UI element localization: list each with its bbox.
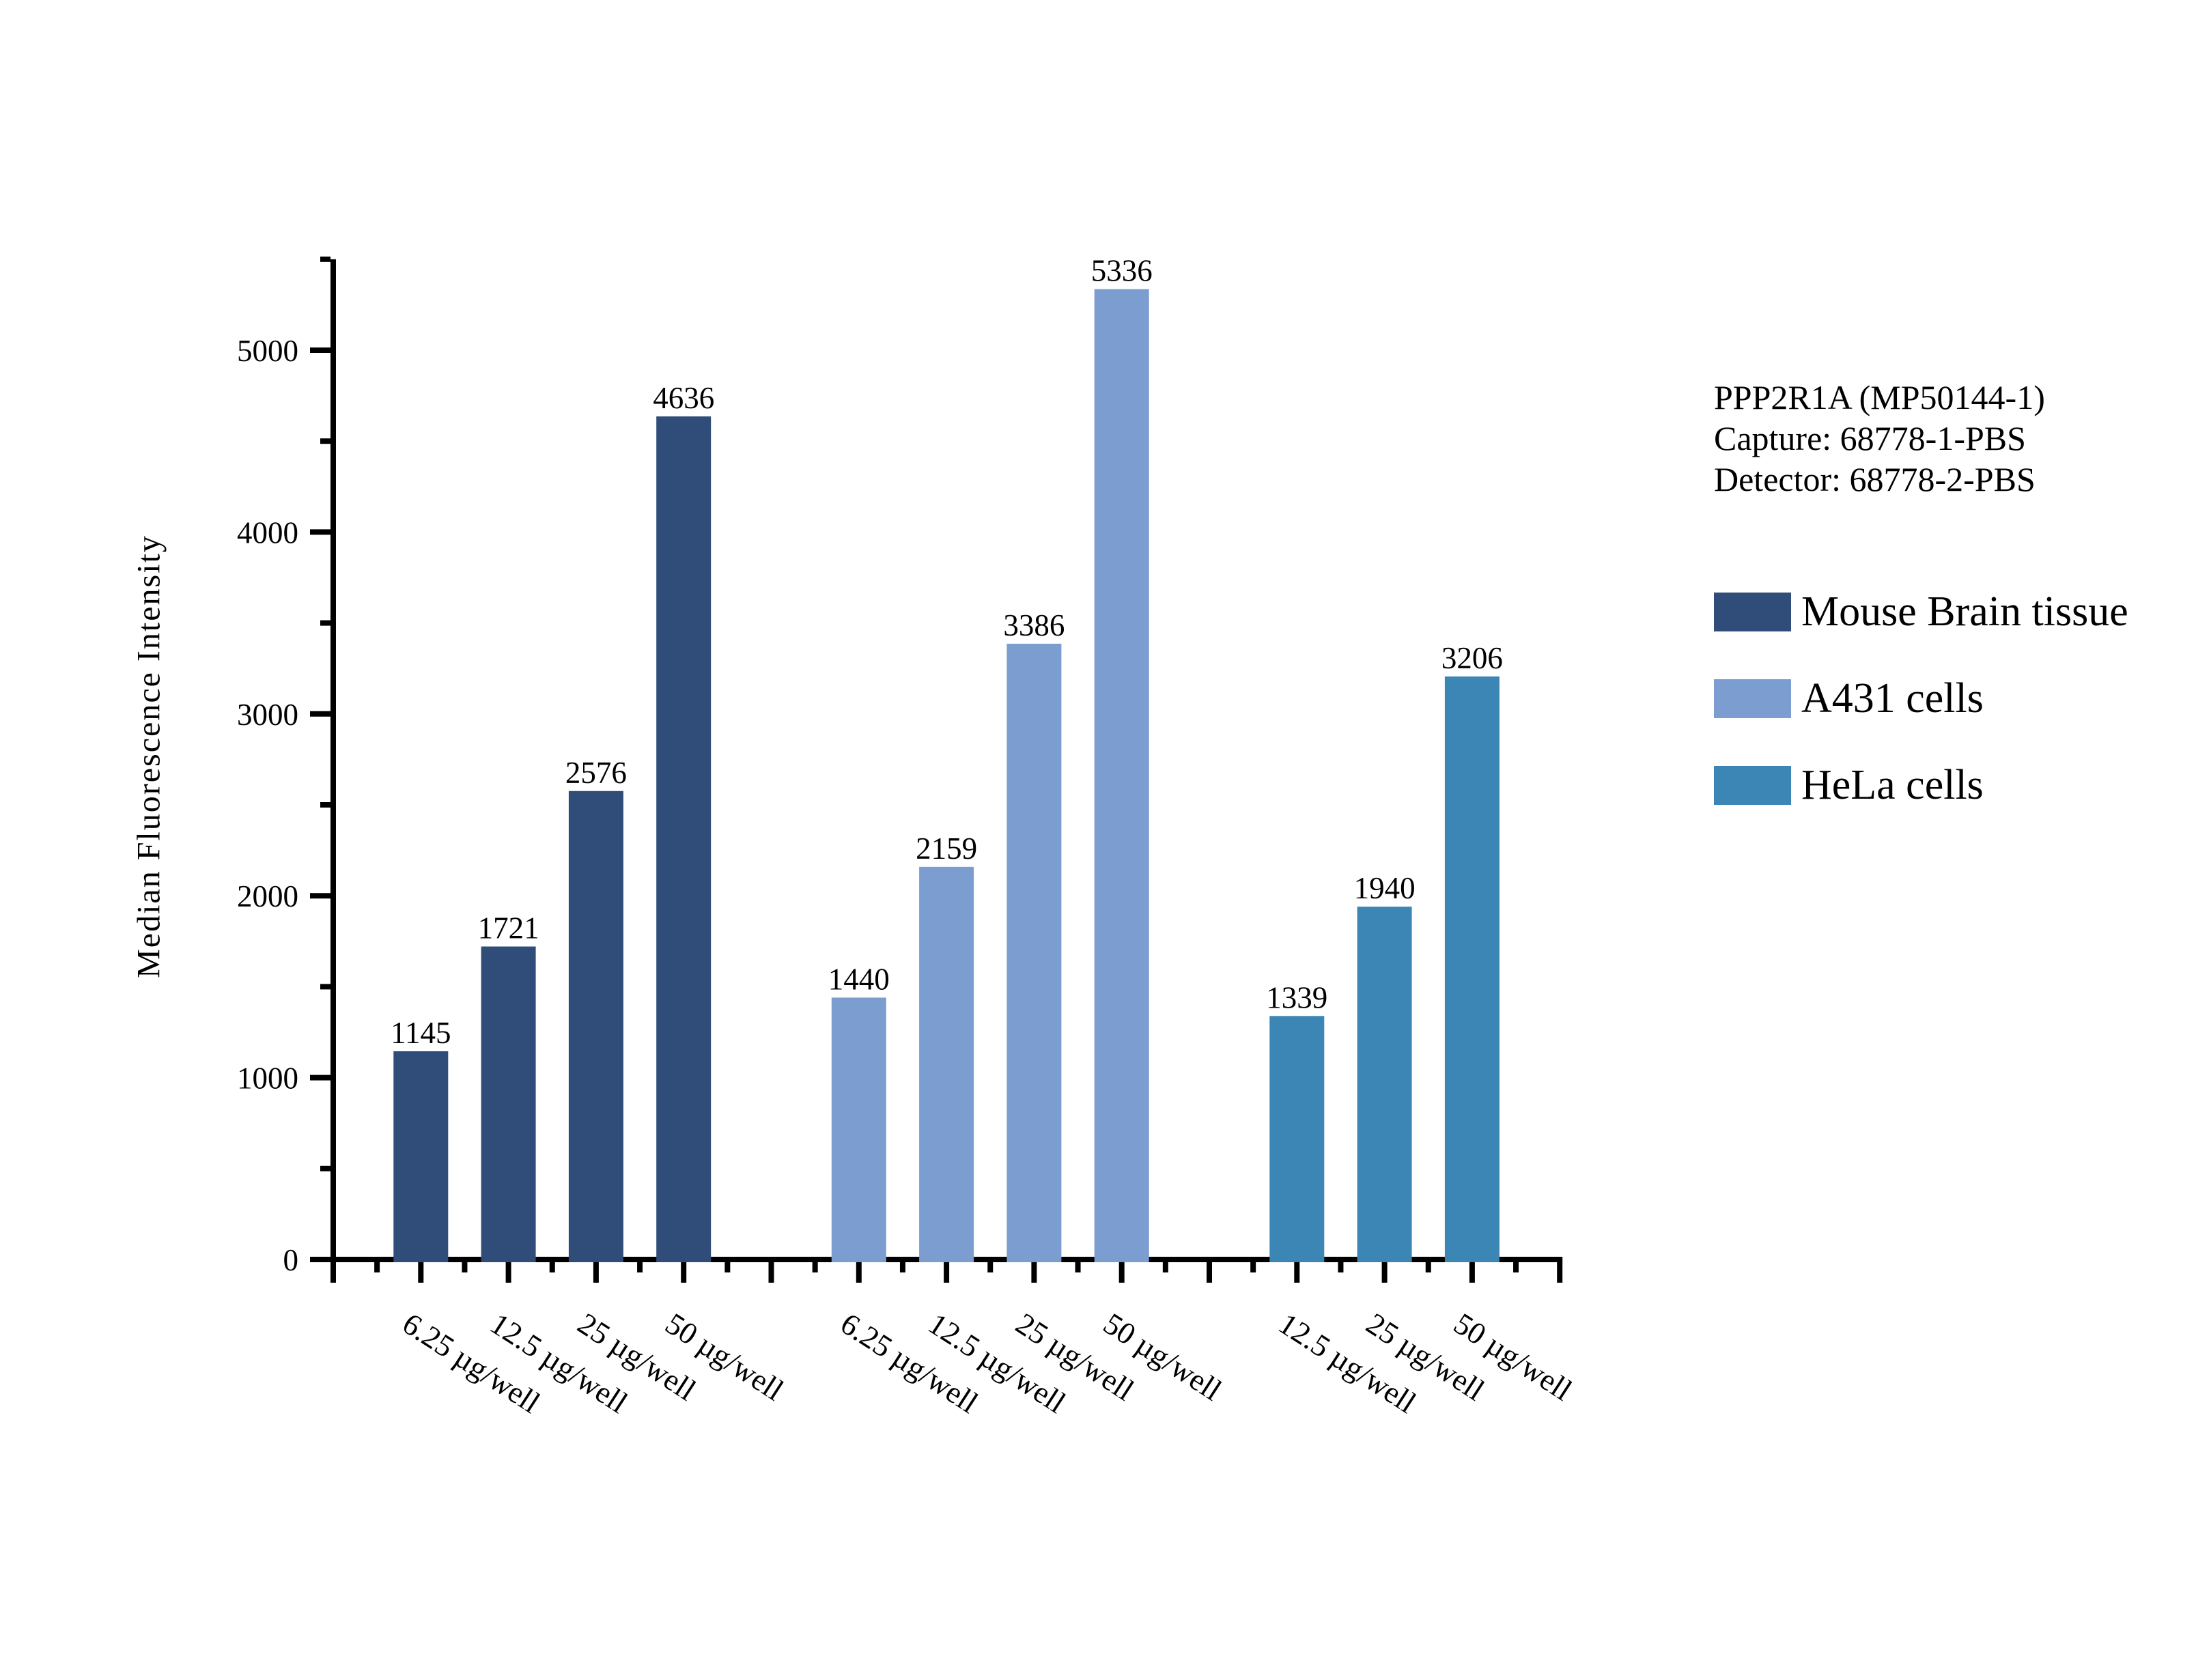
bar	[1444, 676, 1500, 1262]
bar-value-label: 5336	[1091, 253, 1153, 287]
bar	[1006, 643, 1062, 1262]
bar-value-label: 2576	[565, 756, 627, 790]
annotation-line-protein: PPP2R1A (MP50144-1)	[1714, 378, 2045, 416]
y-tick-label: 1000	[237, 1062, 298, 1096]
y-tick-label: 0	[283, 1243, 299, 1277]
legend-swatch-hela	[1714, 765, 1791, 805]
legend: Mouse Brain tissue A431 cells HeLa cells	[1714, 588, 2128, 848]
bar	[568, 791, 623, 1262]
y-tick-label: 3000	[237, 698, 298, 732]
bar-value-label: 1721	[478, 911, 539, 945]
y-axis-title: Median Fluorescence Intensity	[130, 535, 167, 978]
legend-label-a431: A431 cells	[1801, 674, 1984, 722]
bar-value-label: 1339	[1266, 980, 1327, 1014]
annotation-line-detector: Detector: 68778-2-PBS	[1714, 460, 2036, 498]
bar-value-label: 4636	[653, 381, 714, 415]
legend-label-mouse-brain: Mouse Brain tissue	[1801, 588, 2128, 635]
legend-entry-hela: HeLa cells	[1714, 761, 2128, 809]
annotation-block: PPP2R1A (MP50144-1) Capture: 68778-1-PBS…	[1714, 377, 2045, 500]
y-tick-label: 5000	[237, 334, 298, 368]
bar-value-label: 3206	[1441, 641, 1503, 675]
legend-swatch-mouse-brain	[1714, 592, 1791, 631]
bar	[919, 866, 974, 1262]
bar-value-label: 3386	[1003, 608, 1065, 642]
bar	[831, 997, 886, 1262]
bar	[1094, 289, 1149, 1262]
bar-value-label: 1145	[391, 1016, 451, 1050]
legend-entry-mouse-brain: Mouse Brain tissue	[1714, 588, 2128, 636]
bar	[481, 946, 536, 1262]
legend-entry-a431: A431 cells	[1714, 674, 2128, 722]
legend-swatch-a431	[1714, 679, 1791, 718]
bar	[393, 1051, 449, 1262]
legend-label-hela: HeLa cells	[1801, 761, 1984, 808]
bar-value-label: 2159	[916, 831, 977, 866]
bar	[656, 416, 712, 1262]
y-tick-label: 2000	[237, 879, 298, 913]
bar-value-label: 1440	[828, 962, 890, 996]
y-tick-label: 4000	[237, 515, 298, 550]
bar-value-label: 1940	[1354, 871, 1416, 905]
bar	[1357, 907, 1412, 1262]
bar	[1269, 1016, 1325, 1262]
annotation-line-capture: Capture: 68778-1-PBS	[1714, 419, 2026, 457]
